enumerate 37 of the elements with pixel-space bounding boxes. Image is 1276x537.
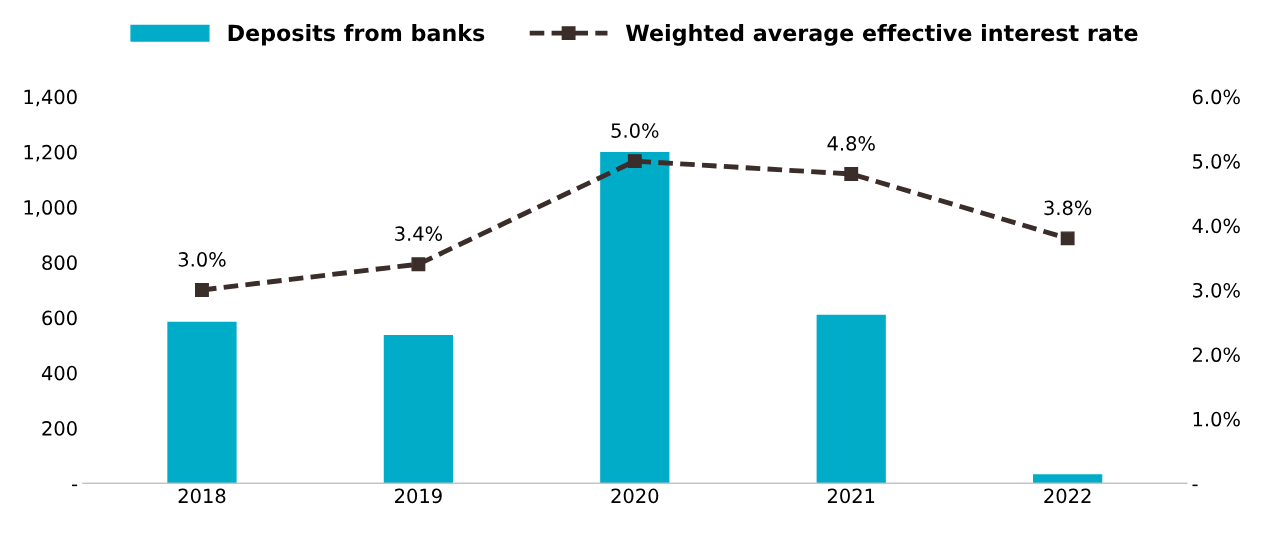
x-tick-label: 2022 (1044, 488, 1091, 504)
bar (167, 321, 237, 484)
x-tick-label: 2018 (178, 488, 226, 504)
y-tick-label: 800 (42, 255, 77, 271)
data-label: 3.0% (178, 252, 226, 267)
y2-tick-label: 2.0% (1192, 347, 1240, 363)
y-tick-label: 200 (42, 421, 77, 436)
y-tick-label: 1,000 (24, 200, 77, 217)
data-label: 3.8% (1044, 200, 1092, 216)
legend-label: Deposits from banks (228, 24, 485, 46)
y-tick-label: 1,400 (24, 89, 77, 107)
x-tick-label: 2019 (395, 488, 442, 504)
point (844, 167, 859, 181)
point (627, 154, 642, 169)
bar (600, 151, 670, 484)
bar (383, 335, 454, 484)
point (195, 283, 209, 297)
data-label: 3.4% (395, 226, 443, 241)
x-tick-label: 2020 (611, 488, 659, 504)
x-tick-label: 2021 (827, 488, 875, 504)
point (1060, 231, 1075, 246)
y2-tick-label: - (1192, 484, 1198, 487)
y2-tick-label: 1.0% (1193, 411, 1240, 427)
bar (1033, 474, 1103, 484)
data-label: 5.0% (611, 123, 659, 138)
y2-tick-label: 3.0% (1193, 282, 1240, 298)
y-tick-label: 400 (41, 365, 77, 381)
bar (816, 314, 886, 484)
y-tick-label: 1,200 (24, 144, 77, 162)
legend-label: Weighted average effective interest rate (625, 24, 1138, 46)
y-tick-label: 600 (42, 310, 77, 326)
y2-tick-label: 5.0% (1193, 154, 1240, 169)
y2-tick-label: 6.0% (1192, 89, 1240, 105)
data-label: 4.8% (827, 136, 875, 151)
y-tick-label: - (72, 484, 78, 487)
y2-tick-label: 4.0% (1192, 218, 1240, 234)
point (411, 257, 426, 272)
